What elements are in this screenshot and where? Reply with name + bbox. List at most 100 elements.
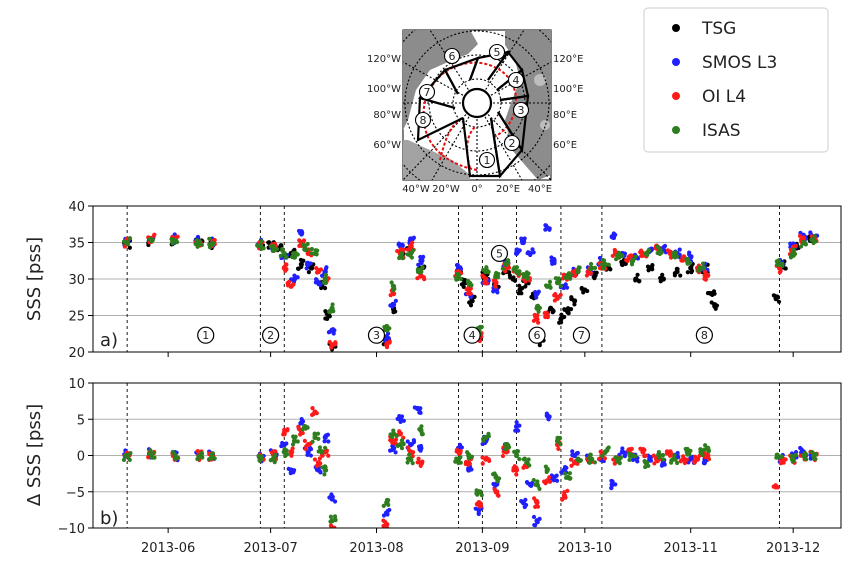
point-cluster-smos-l3 (411, 237, 415, 241)
point-cluster-isas (208, 245, 212, 249)
point-cluster-oi-l4 (685, 458, 689, 462)
ytick-label: 0 (77, 450, 85, 465)
point-cluster-isas (406, 457, 410, 461)
point-cluster-isas (669, 458, 673, 462)
point-cluster-oi-l4 (313, 457, 317, 461)
point-cluster-isas (207, 237, 211, 241)
point-cluster-tsg (706, 291, 710, 295)
point-cluster-oi-l4 (332, 529, 336, 533)
point-cluster-tsg (467, 300, 471, 304)
point-cluster-isas (536, 310, 540, 314)
map-lon-label: 20°E (496, 184, 520, 195)
point-cluster-isas (124, 241, 128, 245)
point-cluster-isas (643, 460, 647, 464)
point-cluster-oi-l4 (314, 266, 318, 270)
point-cluster-oi-l4 (496, 493, 500, 497)
point-cluster-isas (557, 436, 561, 440)
point-cluster-oi-l4 (543, 315, 547, 319)
point-cluster-isas (619, 253, 623, 257)
point-cluster-smos-l3 (477, 512, 481, 516)
point-cluster-oi-l4 (707, 457, 711, 461)
section-label-8: 8 (696, 327, 712, 343)
point-cluster-isas (484, 265, 488, 269)
map-sector-7: 7 (420, 85, 435, 100)
point-cluster-oi-l4 (481, 462, 485, 466)
point-cluster-tsg (128, 246, 132, 250)
point-cluster-isas (397, 256, 401, 260)
point-cluster-isas (385, 501, 389, 505)
point-cluster-tsg (323, 309, 327, 313)
point-cluster-smos-l3 (417, 444, 421, 448)
map-inset: 12345678 120°W100°W80°W60°W120°E100°E80°… (367, 7, 583, 199)
point-cluster-smos-l3 (300, 232, 304, 236)
point-cluster-isas (474, 491, 478, 495)
map-sector-3: 3 (514, 103, 529, 118)
point-cluster-oi-l4 (387, 340, 391, 344)
point-cluster-isas (568, 476, 572, 480)
point-cluster-isas (811, 241, 815, 245)
point-cluster-smos-l3 (525, 481, 529, 485)
point-cluster-oi-l4 (569, 464, 573, 468)
point-cluster-oi-l4 (329, 346, 333, 350)
point-cluster-oi-l4 (326, 454, 330, 458)
point-cluster-smos-l3 (400, 414, 404, 418)
point-cluster-oi-l4 (480, 455, 484, 459)
point-cluster-smos-l3 (678, 247, 682, 251)
point-cluster-isas (791, 248, 795, 252)
point-cluster-tsg (517, 291, 521, 295)
point-cluster-smos-l3 (402, 419, 406, 423)
section-label-5: 5 (491, 245, 507, 261)
point-cluster-isas (600, 454, 604, 458)
point-cluster-smos-l3 (305, 262, 309, 266)
point-cluster-smos-l3 (332, 331, 336, 335)
ytick-label: 10 (68, 377, 85, 392)
ytick-label: −10 (58, 522, 85, 537)
map-lon-label: 120°W (367, 54, 401, 65)
point-cluster-isas (291, 442, 295, 446)
point-cluster-smos-l3 (609, 479, 613, 483)
point-cluster-smos-l3 (410, 442, 414, 446)
point-cluster-oi-l4 (333, 342, 337, 346)
point-cluster-isas (269, 245, 273, 249)
point-cluster-isas (478, 489, 482, 493)
point-cluster-isas (703, 443, 707, 447)
legend-marker (672, 126, 680, 134)
point-cluster-tsg (608, 267, 612, 271)
svg-text:4: 4 (469, 329, 476, 342)
point-cluster-smos-l3 (305, 266, 309, 270)
point-cluster-tsg (689, 270, 693, 274)
map-sector-5: 5 (490, 45, 505, 60)
point-cluster-smos-l3 (419, 261, 423, 265)
point-cluster-isas (645, 253, 649, 257)
point-cluster-tsg (635, 273, 639, 277)
point-cluster-isas (402, 442, 406, 446)
point-cluster-isas (559, 284, 563, 288)
point-cluster-oi-l4 (282, 265, 286, 269)
point-cluster-isas (294, 251, 298, 255)
point-cluster-isas (810, 450, 814, 454)
point-cluster-isas (685, 259, 689, 263)
point-cluster-isas (323, 446, 327, 450)
point-cluster-oi-l4 (543, 481, 547, 485)
xtick-label: 2013-11 (664, 541, 718, 556)
point-cluster-oi-l4 (466, 292, 470, 296)
point-cluster-isas (420, 265, 424, 269)
point-cluster-isas (506, 443, 510, 447)
point-cluster-isas (284, 255, 288, 259)
xtick-label: 2013-08 (349, 541, 403, 556)
point-cluster-isas (793, 252, 797, 256)
point-cluster-smos-l3 (291, 470, 295, 474)
point-cluster-isas (327, 310, 331, 314)
point-cluster-isas (495, 479, 499, 483)
point-cluster-isas (777, 258, 781, 262)
point-cluster-oi-l4 (784, 457, 788, 461)
point-cluster-isas (526, 461, 530, 465)
point-cluster-oi-l4 (406, 445, 410, 449)
point-cluster-isas (661, 453, 665, 457)
point-cluster-smos-l3 (800, 447, 804, 451)
panel-a-ylabel: SSS [pss] (24, 237, 45, 321)
point-cluster-oi-l4 (536, 321, 540, 325)
point-cluster-isas (607, 263, 611, 267)
point-cluster-isas (273, 453, 277, 457)
